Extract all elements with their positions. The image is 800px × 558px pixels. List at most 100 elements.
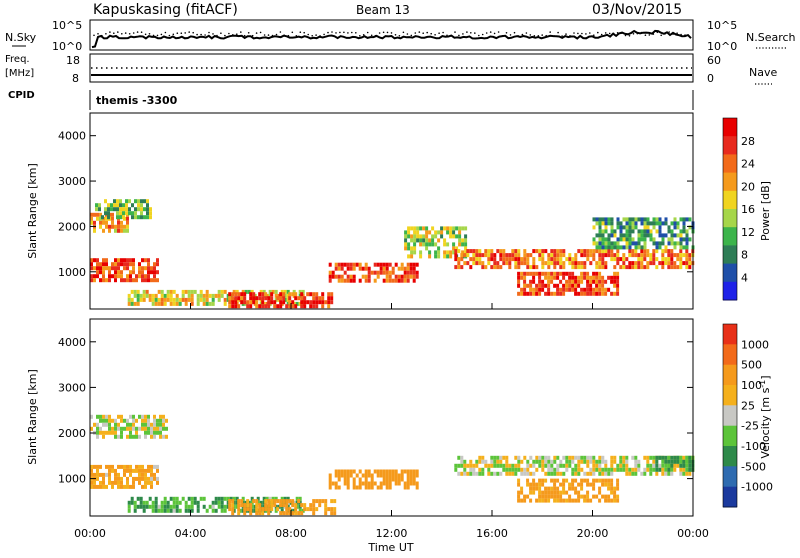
velocity-cell	[232, 496, 236, 501]
power-cell	[234, 296, 238, 301]
y-tick-label: 3000	[58, 381, 86, 394]
velocity-cell	[187, 504, 191, 509]
velocity-cell	[499, 471, 503, 476]
velocity-cell	[102, 422, 105, 427]
velocity-cell	[493, 463, 497, 468]
power-cell	[120, 224, 123, 229]
power-cell	[312, 300, 316, 305]
power-cell	[625, 229, 629, 234]
power-cell	[382, 262, 386, 267]
velocity-cell	[619, 467, 623, 472]
noise-search-dot	[335, 32, 337, 34]
velocity-cell	[610, 459, 614, 464]
noise-search-dot	[339, 31, 341, 34]
velocity-cell	[141, 468, 144, 473]
velocity-cell	[129, 468, 132, 473]
power-cell	[586, 279, 590, 284]
noise-search-dot	[136, 31, 139, 33]
power-cell	[153, 270, 156, 275]
velocity-cell	[649, 455, 653, 460]
power-cell	[211, 301, 215, 306]
power-cell	[131, 215, 134, 220]
velocity-cell	[412, 473, 416, 478]
power-cell	[146, 215, 149, 220]
power-cell	[361, 274, 365, 279]
power-cell	[643, 245, 647, 250]
velocity-cell	[559, 463, 563, 468]
power-cell	[661, 253, 665, 258]
power-cell	[538, 283, 542, 288]
colorbar-tick: 500	[741, 359, 762, 372]
power-cell	[146, 207, 149, 212]
power-cell	[249, 300, 253, 305]
velocity-cell	[613, 498, 617, 503]
power-cell	[367, 270, 371, 275]
power-cell	[673, 253, 677, 258]
velocity-cell	[99, 418, 102, 423]
velocity-cell	[640, 471, 644, 476]
velocity-cell	[229, 496, 233, 501]
velocity-cell	[154, 508, 158, 513]
power-cell	[337, 266, 341, 271]
power-cell	[592, 279, 596, 284]
noise-search-dot	[121, 33, 123, 35]
noise-search-dot	[478, 34, 480, 37]
velocity-cell	[607, 498, 611, 503]
power-cell	[631, 225, 635, 230]
power-cell	[129, 274, 132, 279]
power-cell	[610, 233, 614, 238]
power-cell	[613, 245, 617, 250]
power-cell	[370, 270, 374, 275]
velocity-cell	[162, 426, 165, 431]
freq-left-tick-top: 18	[66, 54, 80, 67]
colorbar-swatch	[723, 118, 737, 137]
power-cell	[425, 242, 429, 247]
velocity-cell	[334, 485, 338, 490]
velocity-cell	[267, 503, 271, 508]
noise-search-dot	[640, 31, 643, 34]
velocity-cell	[153, 426, 156, 431]
velocity-cell	[625, 463, 629, 468]
velocity-cell	[541, 467, 545, 472]
velocity-cell	[240, 503, 244, 508]
velocity-cell	[279, 503, 283, 508]
power-cell	[328, 274, 332, 279]
velocity-cell	[658, 463, 662, 468]
colorbar-tick: 20	[741, 180, 755, 193]
power-cell	[105, 266, 108, 271]
velocity-cell	[535, 498, 539, 503]
power-cell	[604, 237, 608, 242]
velocity-cell	[616, 482, 620, 487]
power-cell	[637, 245, 641, 250]
power-cell	[250, 289, 254, 294]
power-cell	[145, 293, 149, 298]
velocity-cell	[394, 477, 398, 482]
velocity-cell	[120, 426, 123, 431]
velocity-cell	[223, 508, 227, 513]
power-cell	[634, 217, 638, 222]
velocity-cell	[493, 459, 497, 464]
velocity-cell	[346, 469, 350, 474]
velocity-cell	[105, 422, 108, 427]
velocity-cell	[685, 455, 689, 460]
power-cell	[151, 297, 155, 302]
power-cell	[607, 253, 611, 258]
freq-left-tick-bottom: 8	[72, 72, 79, 85]
power-cell	[264, 296, 268, 301]
power-cell	[110, 203, 113, 208]
velocity-cell	[688, 463, 692, 468]
power-cell	[346, 266, 350, 271]
velocity-cell	[147, 418, 150, 423]
velocity-cell	[505, 455, 509, 460]
velocity-cell	[523, 455, 527, 460]
power-cell	[484, 253, 488, 258]
power-cell	[646, 221, 650, 226]
velocity-cell	[409, 469, 413, 474]
velocity-cell	[583, 459, 587, 464]
velocity-cell	[150, 430, 153, 435]
velocity-cell	[553, 486, 557, 491]
noise-search-dot	[644, 34, 647, 36]
power-cell	[382, 266, 386, 271]
velocity-cell	[409, 473, 413, 478]
velocity-cell	[388, 477, 392, 482]
